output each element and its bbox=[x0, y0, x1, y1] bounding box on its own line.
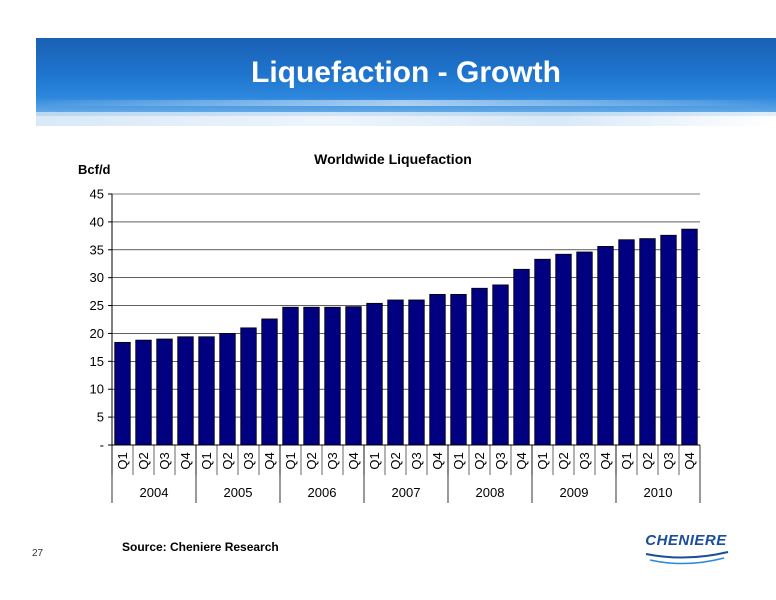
y-tick-label: 10 bbox=[90, 382, 104, 397]
y-tick-label: 25 bbox=[90, 298, 104, 313]
y-tick-label: 45 bbox=[90, 187, 104, 202]
bar bbox=[240, 327, 257, 446]
x-tick-label: Q2 bbox=[220, 452, 235, 469]
y-tick-label: 30 bbox=[90, 270, 104, 285]
y-tick-label: 40 bbox=[90, 214, 104, 229]
year-label: 2004 bbox=[140, 485, 169, 500]
x-tick-label: Q2 bbox=[388, 452, 403, 469]
x-tick-label: Q4 bbox=[346, 452, 361, 469]
x-tick-label: Q3 bbox=[325, 452, 340, 469]
x-tick-label: Q4 bbox=[598, 452, 613, 469]
bar bbox=[639, 238, 656, 446]
banner-wave-highlight bbox=[36, 100, 776, 106]
y-tick-label: - bbox=[100, 438, 104, 453]
bar bbox=[156, 338, 173, 446]
x-tick-label: Q4 bbox=[178, 452, 193, 469]
bar bbox=[282, 306, 299, 446]
year-group-labels: 2004 2005 2006 2007 2008 2009 2010 bbox=[140, 485, 673, 500]
x-tick-label: Q1 bbox=[283, 452, 298, 469]
x-tick-label: Q4 bbox=[262, 452, 277, 469]
x-tick-label: Q2 bbox=[136, 452, 151, 469]
y-tick-label: 20 bbox=[90, 326, 104, 341]
x-tick-label: Q1 bbox=[619, 452, 634, 469]
x-tick-label: Q1 bbox=[115, 452, 130, 469]
logo-wordmark: CHENIERE bbox=[645, 532, 727, 549]
x-tick-label: Q2 bbox=[640, 452, 655, 469]
bar bbox=[198, 336, 215, 446]
x-tick-label: Q4 bbox=[514, 452, 529, 469]
x-tick-label: Q3 bbox=[577, 452, 592, 469]
bar bbox=[534, 258, 551, 446]
x-tick-label: Q3 bbox=[493, 452, 508, 469]
bar bbox=[114, 341, 131, 446]
year-label: 2010 bbox=[644, 485, 673, 500]
bar bbox=[450, 293, 467, 446]
y-tick-label: 35 bbox=[90, 242, 104, 257]
y-tick-labels: - 5 10 15 20 25 30 35 40 45 bbox=[90, 187, 104, 453]
x-tick-label: Q4 bbox=[682, 452, 697, 469]
logo-swoosh-icon bbox=[645, 551, 729, 565]
bar bbox=[177, 336, 194, 446]
bar bbox=[429, 293, 446, 446]
title-banner: Liquefaction - Growth bbox=[36, 38, 776, 116]
year-label: 2007 bbox=[392, 485, 421, 500]
year-label: 2008 bbox=[476, 485, 505, 500]
slide-title: Liquefaction - Growth bbox=[251, 56, 561, 89]
bar bbox=[492, 284, 509, 446]
bar bbox=[513, 268, 530, 446]
chart-title: Worldwide Liquefaction bbox=[314, 151, 472, 167]
axes bbox=[108, 193, 701, 503]
x-tick-labels: Q1 Q2 Q3 Q4 Q1 Q2 Q3 Q4 Q1 Q2 Q3 Q4 Q1 Q2 Q3 Q4 Q1 Q2 Q3 Q4… bbox=[115, 452, 697, 469]
bar bbox=[471, 287, 488, 446]
bar bbox=[387, 299, 404, 446]
y-tick-label: 5 bbox=[97, 410, 104, 425]
banner-left-margin bbox=[0, 38, 36, 116]
x-tick-label: Q3 bbox=[157, 452, 172, 469]
bar bbox=[219, 333, 236, 446]
bar bbox=[597, 246, 614, 446]
bar bbox=[618, 239, 635, 446]
x-tick-label: Q2 bbox=[304, 452, 319, 469]
page-number: 27 bbox=[32, 548, 44, 559]
source-note: Source: Cheniere Research bbox=[122, 540, 279, 554]
x-tick-label: Q3 bbox=[241, 452, 256, 469]
banner-wave-decoration bbox=[36, 112, 776, 126]
x-tick-label: Q1 bbox=[451, 452, 466, 469]
bar bbox=[303, 306, 320, 446]
y-axis-label: Bcf/d bbox=[78, 162, 111, 177]
y-tick-label: 15 bbox=[90, 354, 104, 369]
year-label: 2005 bbox=[224, 485, 253, 500]
x-tick-label: Q1 bbox=[535, 452, 550, 469]
bar bbox=[345, 306, 362, 446]
bar bbox=[135, 339, 152, 446]
x-tick-label: Q4 bbox=[430, 452, 445, 469]
x-tick-label: Q2 bbox=[472, 452, 487, 469]
year-label: 2006 bbox=[308, 485, 337, 500]
bar bbox=[681, 228, 698, 446]
cheniere-logo: CHENIERE bbox=[636, 532, 736, 572]
x-tick-label: Q2 bbox=[556, 452, 571, 469]
x-tick-label: Q1 bbox=[367, 452, 382, 469]
x-tick-label: Q1 bbox=[199, 452, 214, 469]
bar bbox=[408, 299, 425, 446]
bar bbox=[324, 306, 341, 446]
bars bbox=[114, 228, 698, 446]
x-tick-label: Q3 bbox=[661, 452, 676, 469]
bar bbox=[576, 251, 593, 446]
bar bbox=[261, 318, 278, 446]
bar bbox=[366, 302, 383, 446]
bar bbox=[660, 234, 677, 446]
year-label: 2009 bbox=[560, 485, 589, 500]
bar bbox=[555, 253, 572, 446]
x-tick-label: Q3 bbox=[409, 452, 424, 469]
